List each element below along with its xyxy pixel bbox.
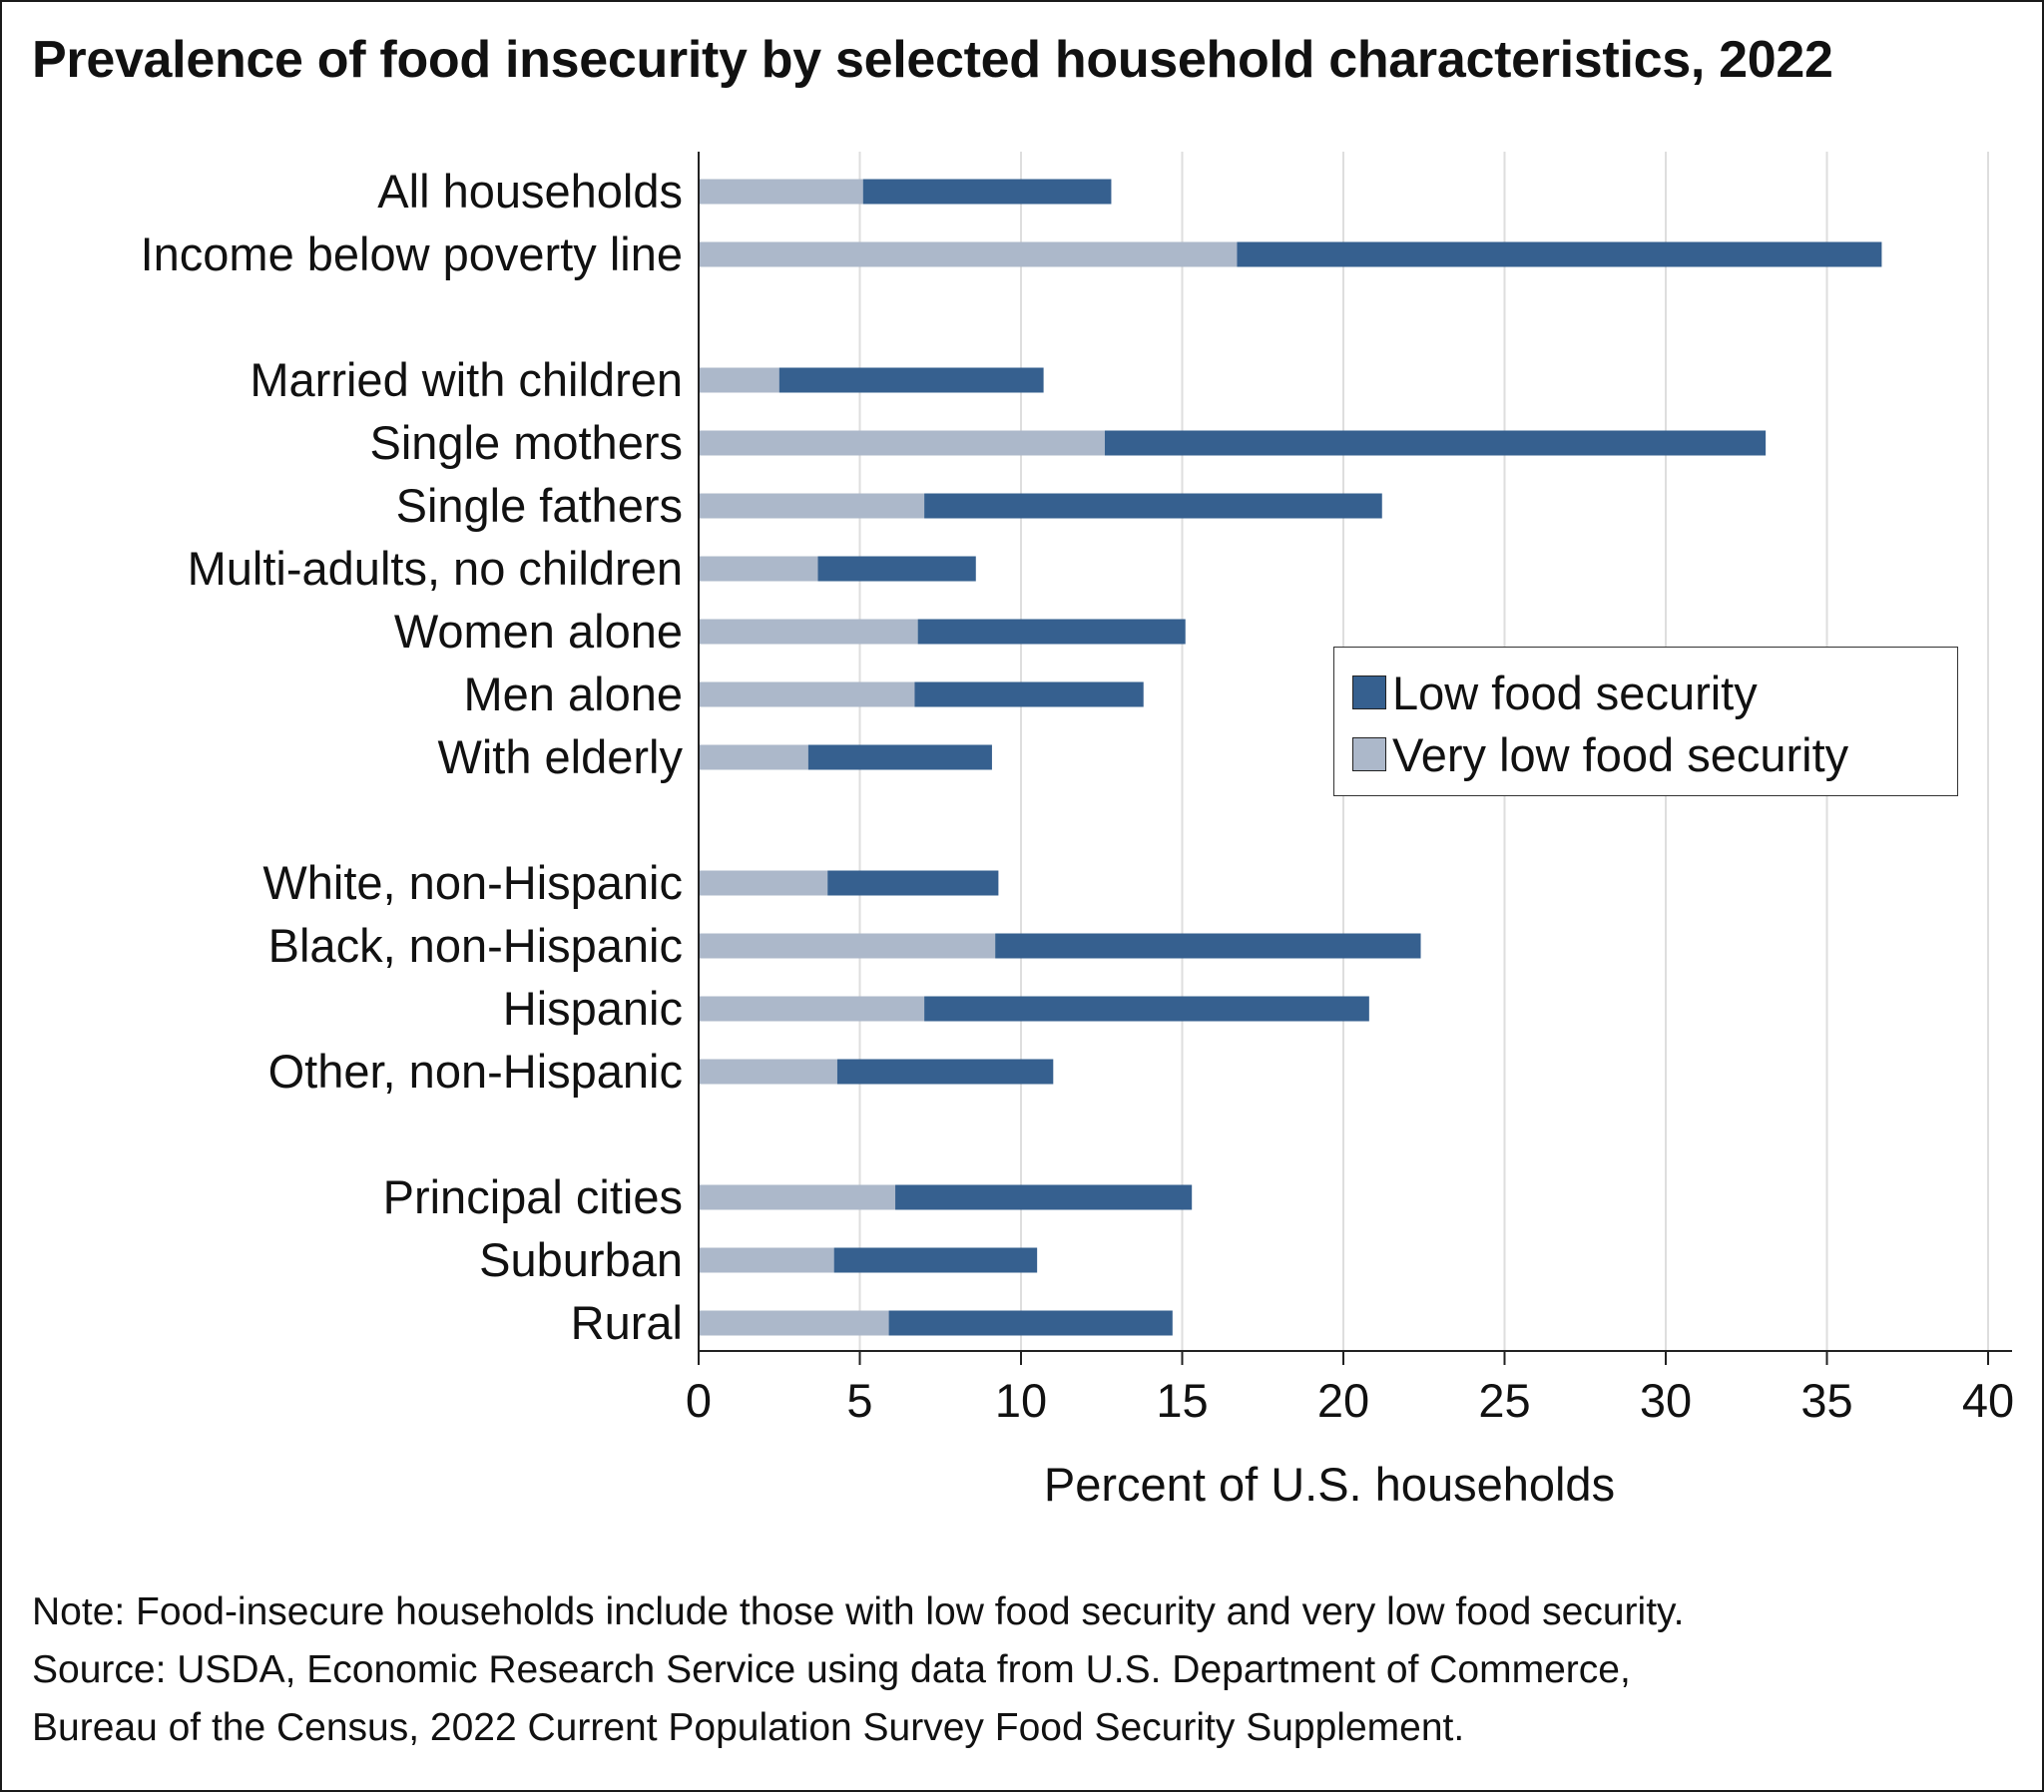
bar-very-low-food-security	[699, 619, 918, 645]
legend-swatch-very-low	[1352, 737, 1386, 771]
category-label: Men alone	[464, 668, 684, 720]
bar-low-food-security	[995, 933, 1421, 959]
legend-label-very-low: Very low food security	[1392, 727, 1849, 781]
bar-very-low-food-security	[699, 367, 779, 393]
bar-very-low-food-security	[699, 1247, 834, 1273]
bar-low-food-security	[817, 556, 976, 582]
bar-very-low-food-security	[699, 179, 863, 205]
x-tick-label: 0	[686, 1374, 712, 1427]
legend-label-low: Low food security	[1392, 666, 1758, 719]
x-tick-label: 35	[1800, 1374, 1852, 1427]
category-label: Black, non-Hispanic	[268, 919, 683, 972]
x-tick-label: 5	[846, 1374, 872, 1427]
bar-low-food-security	[1104, 430, 1767, 456]
category-label: All households	[377, 165, 683, 218]
bar-very-low-food-security	[699, 870, 828, 896]
bar-low-food-security	[836, 1059, 1054, 1085]
category-label: Suburban	[479, 1233, 683, 1286]
x-axis-title: Percent of U.S. households	[1044, 1458, 1615, 1511]
category-label: Rural	[571, 1296, 683, 1349]
source-text-line1: Source: USDA, Economic Research Service …	[32, 1648, 1631, 1691]
category-label: With elderly	[437, 730, 683, 783]
category-label: Married with children	[250, 353, 683, 406]
category-label: Principal cities	[383, 1170, 683, 1223]
bar-low-food-security	[833, 1247, 1038, 1273]
bar-very-low-food-security	[699, 996, 925, 1022]
axes: 0 5 10 15 20 25 30 35 40	[686, 152, 2014, 1427]
category-labels: All households Income below poverty line M…	[141, 165, 684, 1349]
category-label: White, non-Hispanic	[262, 856, 683, 909]
x-tick-label: 30	[1640, 1374, 1692, 1427]
category-label: Multi-adults, no children	[188, 542, 683, 595]
bar-very-low-food-security	[699, 493, 925, 519]
category-label: Hispanic	[503, 982, 683, 1035]
bar-low-food-security	[778, 367, 1044, 393]
bar-very-low-food-security	[699, 1059, 837, 1085]
bar-low-food-security	[862, 179, 1112, 205]
bar-low-food-security	[914, 681, 1144, 707]
x-tick-label: 20	[1317, 1374, 1369, 1427]
bar-low-food-security	[888, 1310, 1173, 1336]
bar-very-low-food-security	[699, 681, 915, 707]
bar-very-low-food-security	[699, 933, 996, 959]
category-label: Women alone	[394, 605, 683, 658]
bar-low-food-security	[827, 870, 999, 896]
bar-very-low-food-security	[699, 556, 818, 582]
bar-low-food-security	[924, 493, 1382, 519]
note-text: Note: Food-insecure households include t…	[32, 1590, 1685, 1633]
category-label: Single mothers	[370, 416, 684, 469]
bar-low-food-security	[917, 619, 1186, 645]
source-text-line2: Bureau of the Census, 2022 Current Popul…	[32, 1706, 1465, 1749]
category-label: Single fathers	[396, 479, 683, 532]
bar-very-low-food-security	[699, 241, 1238, 267]
bar-low-food-security	[895, 1184, 1193, 1210]
bar-low-food-security	[924, 996, 1369, 1022]
bar-very-low-food-security	[699, 1310, 889, 1336]
footnotes: Note: Food-insecure households include t…	[32, 1583, 1684, 1757]
bar-very-low-food-security	[699, 744, 808, 770]
bar-low-food-security	[807, 744, 992, 770]
bars	[699, 179, 1882, 1336]
x-tick-label: 15	[1156, 1374, 1208, 1427]
chart-title: Prevalence of food insecurity by selecte…	[32, 31, 1833, 89]
bar-low-food-security	[1237, 241, 1882, 267]
x-tick-label: 10	[995, 1374, 1047, 1427]
legend-item-very-low: Very low food security	[1352, 723, 1957, 785]
x-tick-label: 25	[1478, 1374, 1530, 1427]
legend-swatch-low	[1352, 675, 1386, 709]
bar-very-low-food-security	[699, 1184, 896, 1210]
category-label: Other, non-Hispanic	[268, 1045, 683, 1098]
bar-very-low-food-security	[699, 430, 1105, 456]
category-label: Income below poverty line	[141, 227, 683, 280]
x-tick-label: 40	[1962, 1374, 2014, 1427]
legend-item-low: Low food security	[1352, 662, 1957, 723]
legend: Low food security Very low food security	[1333, 647, 1958, 796]
